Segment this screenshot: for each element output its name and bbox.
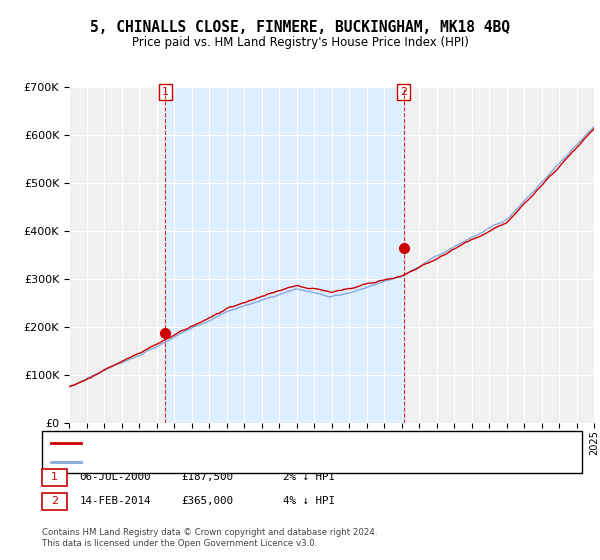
Text: Price paid vs. HM Land Registry's House Price Index (HPI): Price paid vs. HM Land Registry's House … [131, 36, 469, 49]
Text: 1: 1 [162, 87, 169, 97]
Text: Contains HM Land Registry data © Crown copyright and database right 2024.
This d: Contains HM Land Registry data © Crown c… [42, 528, 377, 548]
Bar [165, 87, 404, 423]
Text: 4% ↓ HPI: 4% ↓ HPI [283, 496, 335, 506]
Text: 5, CHINALLS CLOSE, FINMERE, BUCKINGHAM, MK18 4BQ (detached house): 5, CHINALLS CLOSE, FINMERE, BUCKINGHAM, … [87, 437, 477, 447]
Text: HPI: Average price, detached house, Cherwell: HPI: Average price, detached house, Cher… [87, 457, 351, 467]
Text: 2: 2 [51, 496, 58, 506]
Text: 14-FEB-2014: 14-FEB-2014 [79, 496, 151, 506]
Text: 1: 1 [51, 472, 58, 482]
Text: 2: 2 [400, 87, 407, 97]
Text: £187,500: £187,500 [181, 472, 233, 482]
Text: 5, CHINALLS CLOSE, FINMERE, BUCKINGHAM, MK18 4BQ: 5, CHINALLS CLOSE, FINMERE, BUCKINGHAM, … [90, 20, 510, 35]
Text: 06-JUL-2000: 06-JUL-2000 [79, 472, 151, 482]
Text: £365,000: £365,000 [181, 496, 233, 506]
Text: 2% ↓ HPI: 2% ↓ HPI [283, 472, 335, 482]
